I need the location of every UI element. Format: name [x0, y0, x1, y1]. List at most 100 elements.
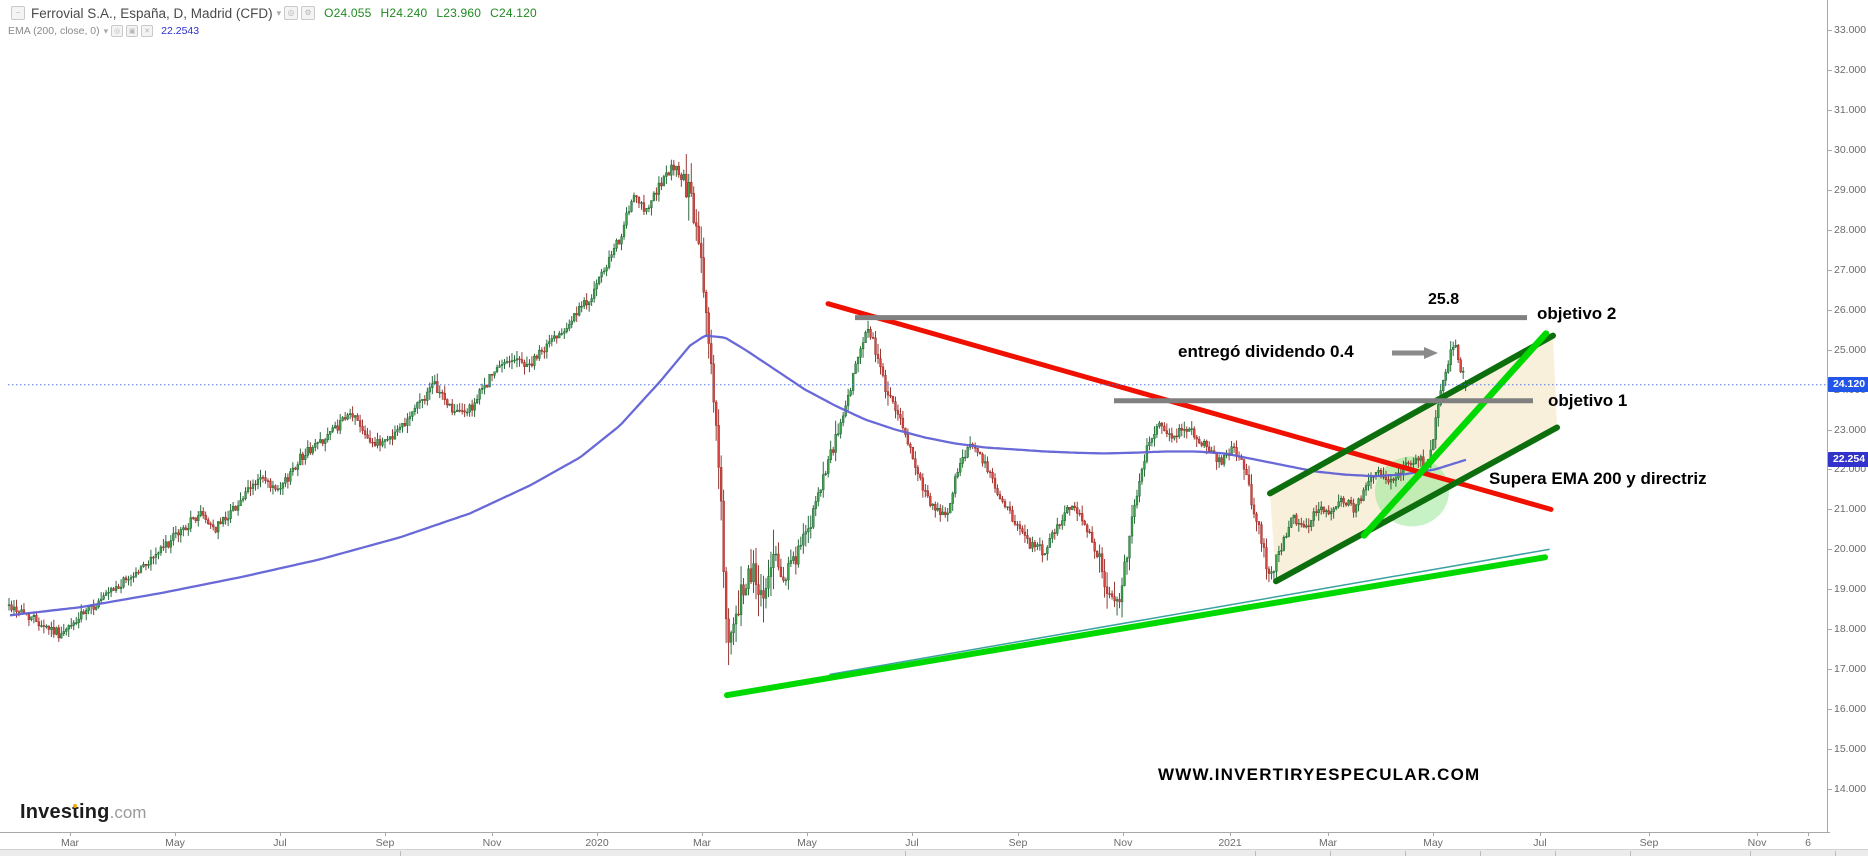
price-axis-line [1827, 0, 1828, 832]
time-tick-label: Sep [1008, 837, 1028, 849]
time-tick [385, 832, 386, 836]
time-tick-label: Mar [692, 837, 712, 849]
time-tick-label: May [797, 837, 817, 849]
time-tick-label: Jul [1533, 837, 1547, 849]
target1-label[interactable]: objetivo 1 [1548, 391, 1628, 410]
toolbar-divider [1330, 851, 1331, 856]
price-tick [1827, 429, 1832, 431]
price-tick [1827, 269, 1832, 271]
logo-text: Investing [20, 801, 110, 823]
price-tick-label: 18.000 [1834, 623, 1867, 636]
time-tick-label: 6 [1805, 837, 1811, 849]
toolbar-divider [1630, 851, 1631, 856]
last-price-tag: 24.120 [1828, 377, 1868, 393]
time-tick [912, 832, 913, 836]
bottom-toolbar-strip[interactable] [0, 849, 1868, 856]
price-tick-label: 32.000 [1834, 63, 1867, 76]
price-tick-label: 21.000 [1834, 503, 1867, 516]
price-tick [1827, 709, 1832, 711]
ohlc-value: C24.120 [490, 6, 537, 20]
price-tick-label: 31.000 [1834, 103, 1867, 116]
time-tick [1123, 832, 1124, 836]
price-tick-label: 28.000 [1834, 223, 1867, 236]
close-icon[interactable]: ✕ [141, 25, 154, 37]
time-tick [1540, 832, 1541, 836]
time-tick [1649, 832, 1650, 836]
collapse-icon[interactable]: − [11, 6, 25, 20]
price-tick [1827, 30, 1832, 31]
time-tick [1757, 832, 1758, 836]
price-tick-label: 15.000 [1834, 743, 1867, 756]
settings-icon[interactable]: ⚙ [301, 6, 316, 20]
time-tick [175, 832, 176, 836]
time-tick-label: Mar [60, 837, 80, 849]
ascending-support-bright-green [724, 554, 1548, 699]
toolbar-divider [1255, 851, 1256, 856]
price-tick [1827, 309, 1832, 311]
channel-upper-dark-green [1267, 332, 1556, 497]
price-tick [1827, 749, 1832, 751]
channel-lower-dark-green [1273, 424, 1560, 585]
visibility-icon[interactable]: ◎ [284, 6, 299, 20]
candle-bodies [7, 164, 1467, 643]
time-tick [597, 832, 598, 836]
time-tick-label: Jul [905, 837, 919, 849]
ohlc-value: H24.240 [380, 6, 428, 20]
chart-legend: − Ferrovial S.A., España, D, Madrid (CFD… [8, 4, 537, 38]
time-tick-label: Jul [273, 837, 287, 849]
time-tick-label: 2020 [585, 837, 609, 849]
toolbar-divider [400, 851, 401, 856]
price-tick [1827, 229, 1832, 231]
price-tick-label: 33.000 [1834, 24, 1867, 36]
price-tick-label: 23.000 [1834, 423, 1867, 436]
price-tick [1827, 589, 1832, 591]
time-tick-label: Nov [482, 837, 502, 849]
time-tick-label: Nov [1747, 837, 1767, 849]
price-tick-label: 19.000 [1834, 583, 1867, 596]
time-tick [70, 832, 71, 836]
price-tick-label: 20.000 [1834, 543, 1867, 556]
price-tick-label: 16.000 [1834, 703, 1867, 716]
breakout-note-label[interactable]: Supera EMA 200 y directriz [1489, 469, 1707, 488]
logo-orange-dot [73, 804, 77, 808]
time-tick-label: May [1423, 837, 1443, 849]
target2-label[interactable]: objetivo 2 [1537, 304, 1617, 323]
symbol-title[interactable]: Ferrovial S.A., España, D, Madrid (CFD) [31, 5, 273, 21]
toolbar-divider [905, 851, 906, 856]
time-tick [1433, 832, 1434, 836]
price-tick [1827, 629, 1832, 631]
ohlc-value: O24.055 [324, 6, 372, 20]
time-tick [280, 832, 281, 836]
price-tick [1827, 549, 1832, 551]
time-tick-label: Nov [1113, 837, 1133, 849]
price-tick [1827, 669, 1832, 671]
price-tick-label: 29.000 [1834, 183, 1867, 196]
ohlc-values: O24.055 H24.240 L23.960 C24.120 [315, 4, 537, 22]
price-tick-label: 17.000 [1834, 663, 1867, 676]
toolbar-divider [1750, 851, 1751, 856]
descending-resistance-red [825, 301, 1554, 512]
indicator-settings-icon[interactable]: ▣ [126, 25, 139, 37]
time-tick-label: Sep [375, 837, 395, 849]
toolbar-divider [1555, 851, 1556, 856]
dividend-note-label[interactable]: entregó dividendo 0.4 [1178, 342, 1354, 361]
ema-200-line [9, 334, 1467, 617]
price-tick-label: 30.000 [1834, 143, 1867, 156]
target2-price-label[interactable]: 25.8 [1428, 291, 1460, 308]
toolbar-divider [1835, 851, 1836, 856]
time-tick-label: Sep [1639, 837, 1659, 849]
ema-indicator-label[interactable]: EMA (200, close, 0) [8, 25, 100, 37]
time-tick [1328, 832, 1329, 836]
logo-tld: .com [109, 803, 147, 822]
chevron-down-icon[interactable]: ▾ [103, 25, 109, 36]
time-tick [807, 832, 808, 836]
price-tick [1827, 789, 1832, 791]
price-tick-label: 26.000 [1834, 303, 1867, 316]
investing-logo[interactable]: Investing.com [20, 801, 146, 824]
chevron-down-icon[interactable]: ▾ [276, 7, 282, 18]
ohlc-value: L23.960 [436, 6, 482, 20]
price-tick [1827, 109, 1832, 111]
visibility-icon[interactable]: ◎ [111, 25, 124, 37]
ema-price-tag: 22.254 [1828, 451, 1868, 467]
